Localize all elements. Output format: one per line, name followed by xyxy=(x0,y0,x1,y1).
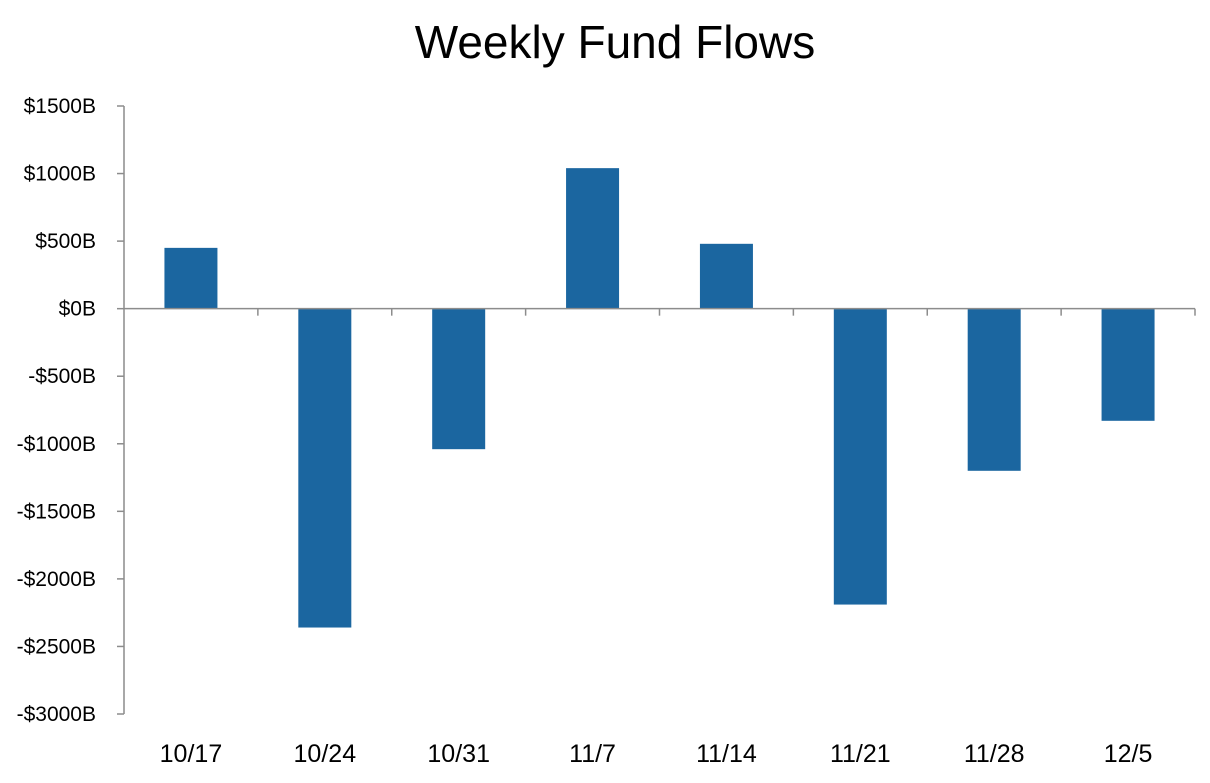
bar-10-24 xyxy=(298,308,352,628)
bar-12-5 xyxy=(1101,308,1155,421)
y-tick-label: $500B xyxy=(35,230,96,253)
bar-11-28 xyxy=(967,308,1021,471)
x-tick-label: 11/7 xyxy=(569,740,616,768)
y-tick-label: $0B xyxy=(59,298,96,321)
bar-10-17 xyxy=(164,247,218,309)
y-tick-label: -$2500B xyxy=(17,635,96,658)
x-tick-label: 11/28 xyxy=(964,740,1025,768)
y-tick-label: -$2000B xyxy=(17,568,96,591)
x-tick-label: 11/21 xyxy=(830,740,891,768)
chart-title: Weekly Fund Flows xyxy=(415,16,816,68)
x-axis-labels: 10/17 10/24 10/31 11/7 11/14 11/21 11/28 12/5 xyxy=(160,740,1153,768)
x-axis-ticks xyxy=(257,308,1196,316)
y-tick-label: $1000B xyxy=(24,163,96,186)
y-tick-label: -$1500B xyxy=(17,500,96,523)
bars xyxy=(164,168,1155,628)
y-axis-ticks xyxy=(117,105,124,715)
x-tick-label: 12/5 xyxy=(1104,740,1153,768)
y-tick-label: -$3000B xyxy=(17,703,96,726)
y-tick-label: $1500B xyxy=(24,95,96,118)
y-tick-label: -$500B xyxy=(28,365,96,388)
bar-11-14 xyxy=(699,243,753,309)
bar-11-21 xyxy=(833,308,887,605)
y-tick-label: -$1000B xyxy=(17,433,96,456)
x-tick-label: 10/24 xyxy=(294,740,357,768)
bar-11-7 xyxy=(566,168,620,309)
x-tick-label: 11/14 xyxy=(696,740,757,768)
x-tick-label: 10/31 xyxy=(427,740,490,768)
x-tick-label: 10/17 xyxy=(160,740,223,768)
y-axis-labels: $1500B $1000B $500B $0B -$500B -$1000B -$1500B… xyxy=(17,95,96,726)
bar-10-31 xyxy=(432,308,486,450)
